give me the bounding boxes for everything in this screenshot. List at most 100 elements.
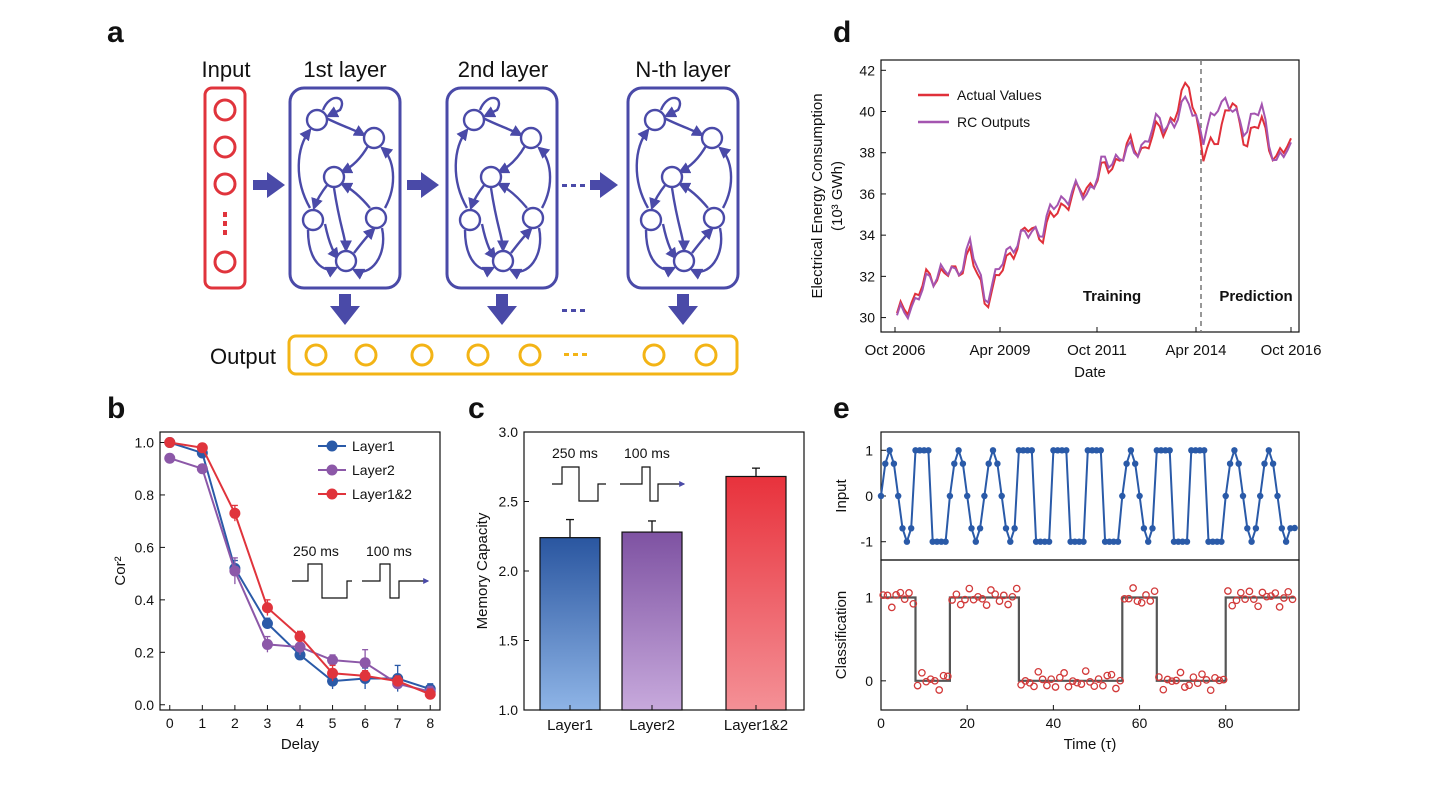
input-point [1045,538,1053,545]
input-point [1028,447,1036,454]
classification-point [1146,597,1155,605]
network-node [519,126,543,150]
x-tick-label: 7 [394,715,402,731]
output-node [642,343,666,367]
arrow-down [668,294,698,325]
classification-point [1112,684,1120,693]
network-node [322,165,346,189]
legend-label: Layer2 [352,462,395,478]
panel-e-class-frame [880,559,1300,711]
input-point [1265,447,1273,454]
classification-point [1215,676,1224,685]
network-link [496,182,528,209]
network-link [380,146,395,209]
input-point [964,492,971,500]
input-point [1145,538,1152,545]
legend-swatch-marker [326,488,338,500]
classification-point [987,586,995,594]
layer-networks [297,96,733,280]
classification-point [1224,587,1232,595]
classification-point [1185,681,1193,690]
classification-point [1159,685,1168,694]
classification-point [1077,680,1086,688]
classification-point [1086,678,1094,686]
data-point [229,507,241,519]
network-link [339,182,371,209]
input-point [1140,525,1148,532]
input-point [1274,492,1281,500]
input-node [213,98,237,122]
x-tick-label: 8 [426,715,434,731]
classification-point [1012,584,1021,593]
data-point [424,688,436,700]
network-link [339,145,370,174]
x-tick-label: Layer2 [629,717,675,734]
layer-label-1: 1st layer [303,57,386,82]
input-y-tick-label: 0 [865,488,873,504]
layer-box-n [626,86,740,290]
network-node [479,165,503,189]
input-point [968,525,975,532]
network-node [639,208,663,232]
panel-d-xlabel: Date [1074,364,1106,381]
classification-point [1107,670,1116,679]
network-node [643,108,667,132]
classification-point [892,591,900,599]
panel-e-series [877,447,1298,695]
data-point [196,463,208,475]
input-node [213,172,237,196]
x-tick-label: Apr 2014 [1166,342,1227,359]
network-node [672,249,696,273]
data-point [261,617,273,629]
input-point [1119,492,1126,500]
classification-point [952,590,961,599]
x-tick-label: 80 [1218,715,1234,731]
classification-point [1241,595,1249,604]
legend-swatch-marker [326,464,338,476]
input-point [1201,447,1208,454]
classification-point [1202,676,1211,684]
classification-point [883,591,892,600]
classification-point [1081,667,1090,675]
arrow-right [407,172,439,198]
legend-label-rc: RC Outputs [957,114,1030,130]
input-point [1149,525,1156,532]
network-link [537,146,552,209]
y-tick-label: 0.2 [135,644,155,660]
classification-point [909,599,918,608]
data-point [359,657,371,669]
y-tick-label: 0.8 [135,487,155,503]
classification-point [1258,588,1267,597]
classification-point [974,592,982,601]
network-link [677,182,709,209]
classification-point [1163,675,1172,684]
y-tick-label: 1.5 [499,633,519,649]
y-tick-label: 2.5 [499,494,519,510]
pulse-250ms-icon [552,466,606,502]
classification-point [935,686,944,694]
output-node [518,343,542,367]
network-link [311,183,329,211]
input-point [1261,460,1268,467]
panel-d-series [896,81,1292,321]
network-link [323,223,340,260]
input-point [886,447,893,454]
data-point [261,638,273,650]
network-link [677,145,708,174]
x-tick-label: Layer1 [547,717,593,734]
layer-label-2: 2nd layer [458,57,549,82]
arrow-down [330,294,360,325]
stage-arrows [253,172,698,325]
input-point [998,492,1005,500]
input-point [955,447,962,454]
y-tick-label: 1.0 [499,702,519,718]
input-point [981,492,988,500]
layer-network-1 [297,96,395,280]
classification-point [1068,677,1077,685]
input-nodes [213,98,237,274]
classification-point [995,597,1004,605]
classification-point [1150,587,1159,596]
network-link [332,187,352,253]
input-point [925,447,932,454]
